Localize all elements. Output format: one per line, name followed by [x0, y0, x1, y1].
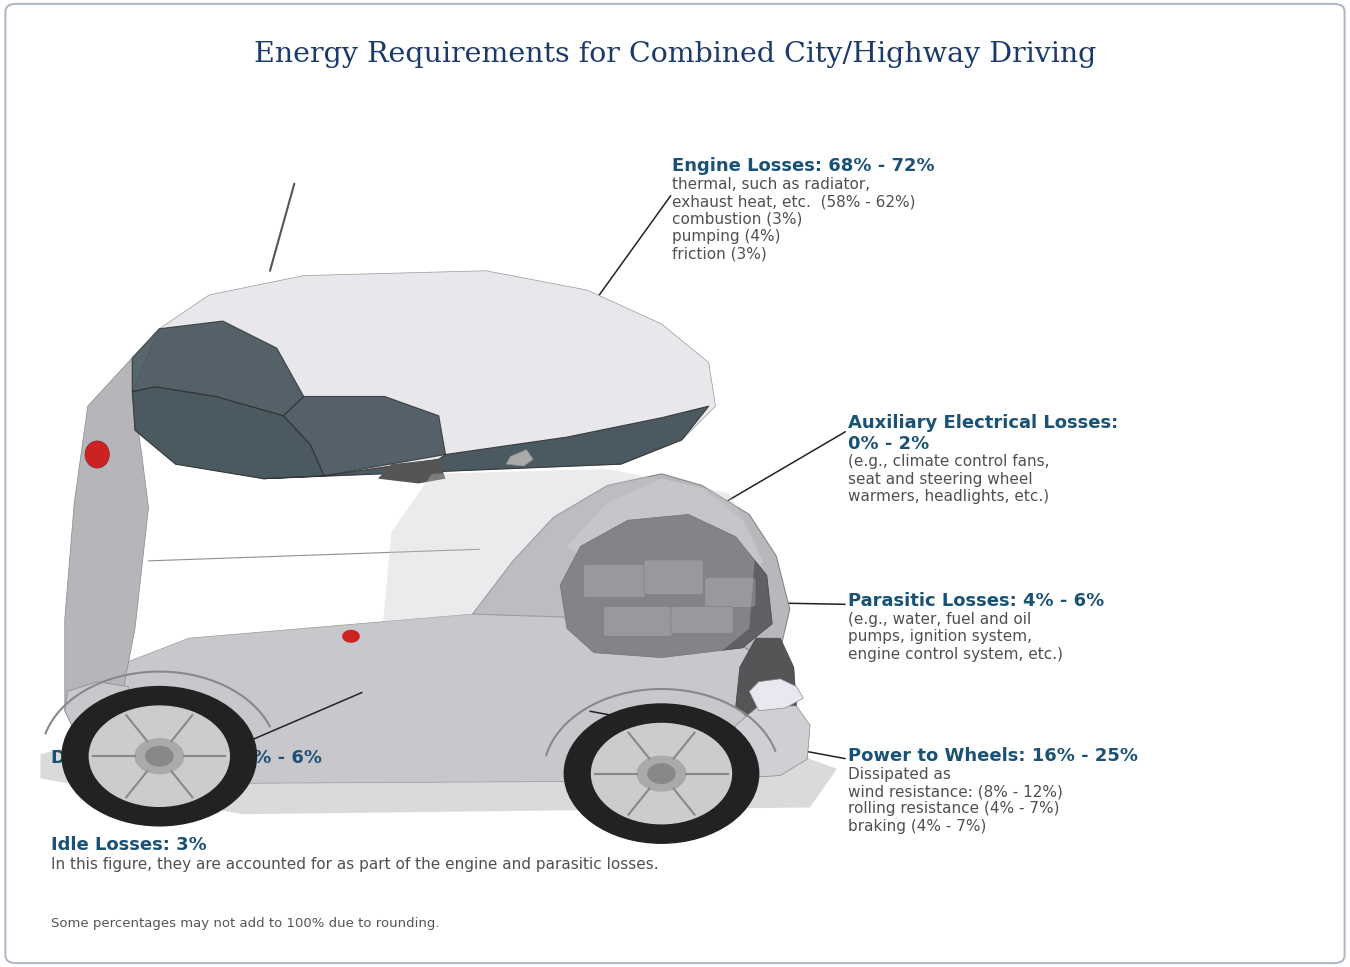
Polygon shape [736, 638, 796, 723]
Circle shape [564, 704, 759, 843]
FancyBboxPatch shape [583, 565, 645, 598]
Circle shape [146, 747, 173, 766]
Polygon shape [81, 614, 796, 783]
Circle shape [591, 723, 732, 824]
Ellipse shape [85, 441, 109, 468]
Polygon shape [378, 459, 446, 484]
FancyBboxPatch shape [705, 577, 756, 607]
Text: Some percentages may not add to 100% due to rounding.: Some percentages may not add to 100% due… [51, 918, 440, 930]
Polygon shape [749, 679, 803, 711]
Polygon shape [567, 479, 763, 590]
Text: Auxiliary Electrical Losses:
0% - 2%: Auxiliary Electrical Losses: 0% - 2% [848, 414, 1118, 453]
Circle shape [343, 630, 359, 642]
Polygon shape [506, 450, 533, 466]
Polygon shape [263, 406, 709, 479]
Text: Idle Losses: 3%: Idle Losses: 3% [51, 836, 207, 855]
Polygon shape [132, 387, 324, 479]
Polygon shape [284, 396, 446, 476]
Text: Energy Requirements for Combined City/Highway Driving: Energy Requirements for Combined City/Hi… [254, 41, 1096, 68]
Text: Drivetrain Losses: 5% - 6%: Drivetrain Losses: 5% - 6% [51, 749, 323, 768]
Circle shape [89, 706, 230, 806]
Text: (e.g., water, fuel and oil
pumps, ignition system,
engine control system, etc.): (e.g., water, fuel and oil pumps, igniti… [848, 612, 1062, 661]
Circle shape [637, 756, 686, 791]
Text: Engine Losses: 68% - 72%: Engine Losses: 68% - 72% [672, 157, 936, 175]
Polygon shape [378, 469, 756, 682]
Circle shape [62, 687, 257, 826]
Text: Power to Wheels: 16% - 25%: Power to Wheels: 16% - 25% [848, 747, 1138, 765]
Text: thermal, such as radiator,
exhaust heat, etc.  (58% - 62%)
combustion (3%)
pumpi: thermal, such as radiator, exhaust heat,… [672, 177, 915, 261]
FancyBboxPatch shape [644, 560, 703, 595]
Polygon shape [65, 358, 148, 769]
Polygon shape [560, 514, 772, 658]
Circle shape [135, 739, 184, 774]
Polygon shape [472, 474, 790, 667]
Polygon shape [40, 730, 837, 814]
Polygon shape [132, 271, 716, 479]
Text: Parasitic Losses: 4% - 6%: Parasitic Losses: 4% - 6% [848, 592, 1104, 610]
Text: In this figure, they are accounted for as part of the engine and parasitic losse: In this figure, they are accounted for a… [51, 857, 659, 871]
FancyBboxPatch shape [5, 4, 1345, 963]
Text: Dissipated as
wind resistance: (8% - 12%)
rolling resistance (4% - 7%)
braking (: Dissipated as wind resistance: (8% - 12%… [848, 767, 1062, 834]
Text: (e.g., climate control fans,
seat and steering wheel
warmers, headlights, etc.): (e.g., climate control fans, seat and st… [848, 454, 1049, 504]
FancyBboxPatch shape [603, 606, 672, 636]
FancyBboxPatch shape [671, 606, 733, 633]
Circle shape [648, 764, 675, 783]
Polygon shape [132, 321, 304, 416]
Polygon shape [65, 682, 135, 749]
Polygon shape [729, 706, 810, 777]
